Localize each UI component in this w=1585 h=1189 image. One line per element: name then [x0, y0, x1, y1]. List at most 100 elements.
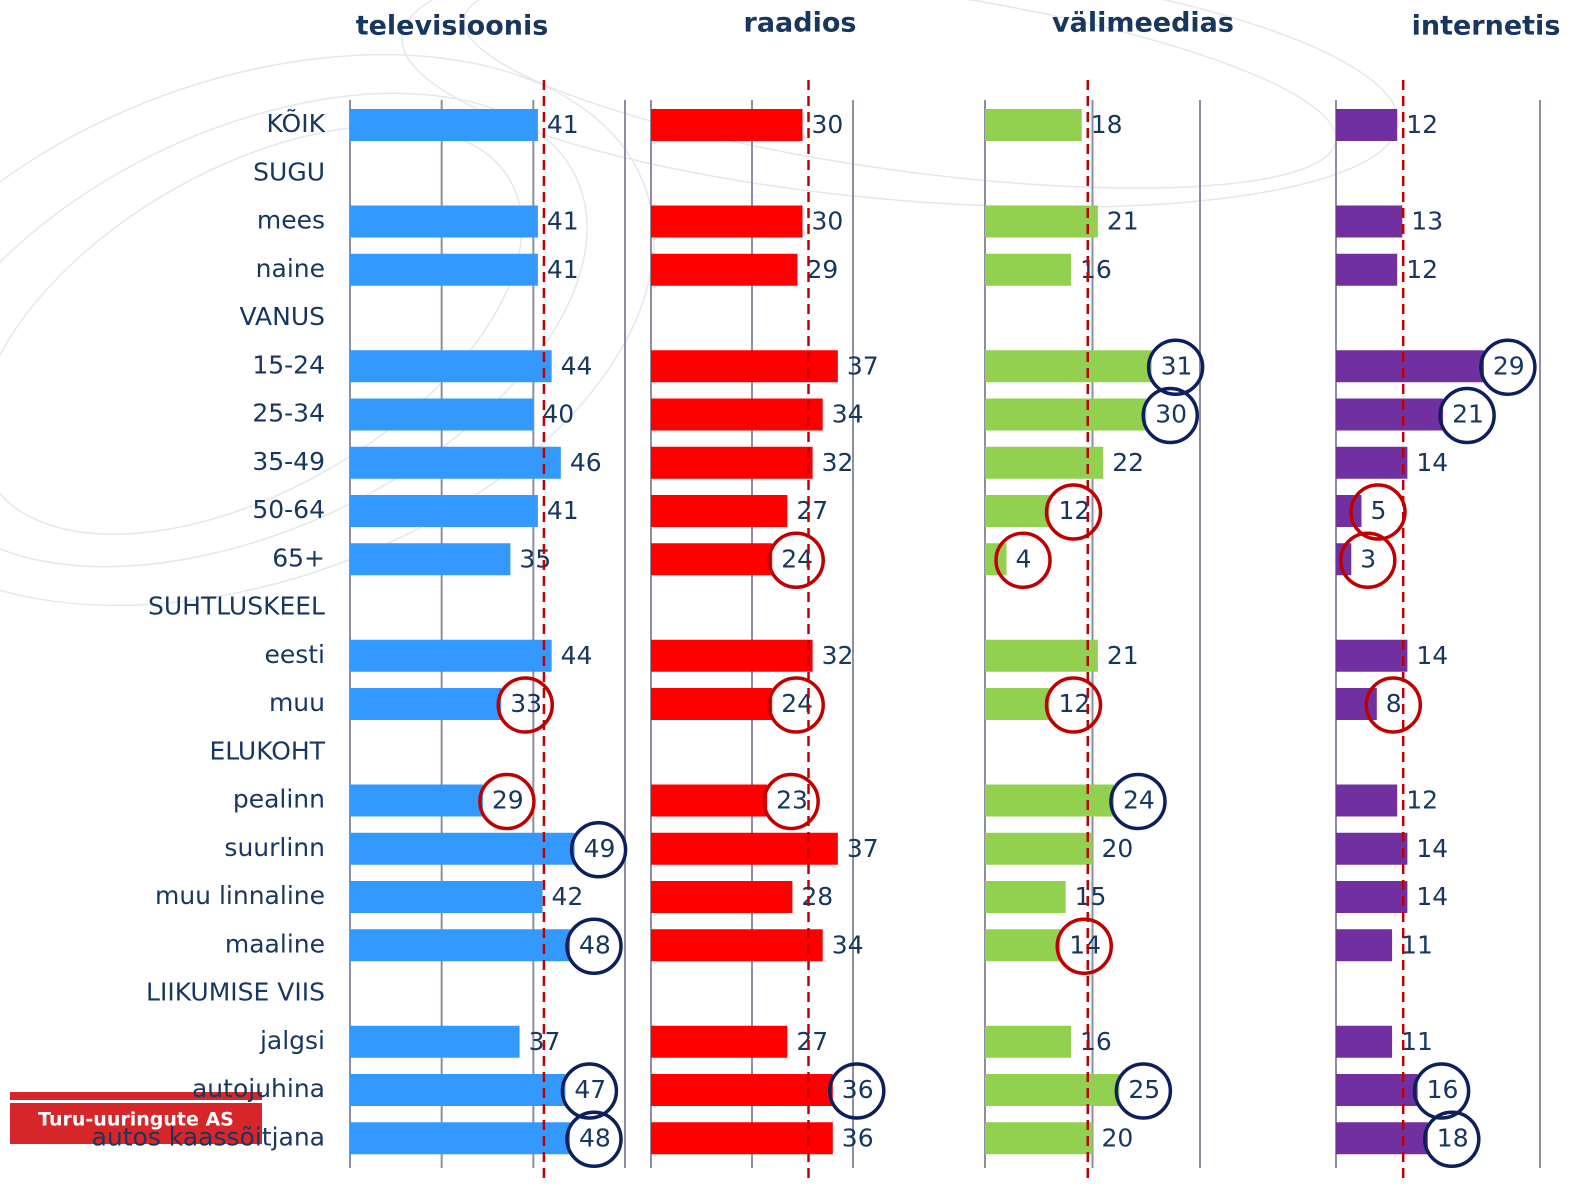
- value-label: 32: [822, 641, 854, 670]
- value-label: 21: [1452, 400, 1484, 429]
- category-label: 50-64: [252, 495, 325, 524]
- value-label: 29: [492, 786, 524, 815]
- value-label: 41: [547, 110, 579, 139]
- value-label: 21: [1107, 207, 1139, 236]
- bar: [1336, 784, 1398, 817]
- value-label: 20: [1102, 834, 1134, 863]
- value-label: 37: [847, 351, 879, 380]
- bar: [1336, 1122, 1428, 1155]
- bar: [1336, 205, 1403, 238]
- value-label: 15: [1075, 882, 1107, 911]
- bar: [1336, 881, 1408, 913]
- value-label: 44: [561, 641, 593, 670]
- bar: [350, 784, 483, 817]
- bar: [651, 929, 823, 962]
- bar: [350, 109, 538, 141]
- category-label: maaline: [225, 929, 325, 958]
- category-label: 35-49: [252, 447, 325, 476]
- category-label: naine: [256, 254, 325, 283]
- value-label: 33: [510, 689, 542, 718]
- value-label: 14: [1416, 641, 1448, 670]
- value-label: 28: [801, 882, 833, 911]
- value-label: 41: [547, 255, 579, 284]
- value-label: 18: [1437, 1123, 1469, 1152]
- value-label: 14: [1416, 834, 1448, 863]
- bar: [985, 253, 1071, 286]
- value-label: 11: [1401, 1027, 1433, 1056]
- bar: [985, 688, 1050, 720]
- bar: [350, 543, 511, 576]
- panel-title: televisioonis: [356, 11, 549, 42]
- value-label: 49: [584, 834, 616, 863]
- logo-text: Turu-uuringute AS: [38, 1109, 234, 1131]
- bar: [350, 1122, 570, 1155]
- value-label: 14: [1416, 448, 1448, 477]
- category-label: LIIKUMISE VIIS: [146, 978, 325, 1007]
- category-label: SUHTLUSKEEL: [148, 592, 325, 621]
- highlight-circle: [1146, 338, 1205, 396]
- bar: [350, 350, 552, 383]
- bar: [651, 543, 773, 576]
- bar: [350, 205, 538, 238]
- bar: [1336, 543, 1352, 576]
- value-label: 36: [842, 1075, 874, 1104]
- value-label: 46: [570, 448, 602, 477]
- panel-title: välimeedias: [1052, 8, 1234, 39]
- bar: [350, 881, 543, 913]
- value-label: 36: [842, 1123, 874, 1152]
- bar: [1336, 446, 1408, 479]
- category-label: VANUS: [240, 302, 325, 331]
- highlight-circle: [1412, 1062, 1471, 1120]
- bar: [350, 495, 538, 527]
- bar: [651, 398, 823, 431]
- value-label: 30: [812, 110, 844, 139]
- value-label: 12: [1059, 689, 1091, 718]
- category-label: 25-34: [252, 399, 325, 428]
- bar: [1336, 1074, 1418, 1106]
- bar: [985, 832, 1093, 865]
- category-label: KÕIK: [267, 108, 326, 138]
- highlight-circle: [1055, 917, 1113, 975]
- bar: [985, 1025, 1071, 1058]
- bar: [985, 446, 1104, 479]
- value-label: 14: [1416, 882, 1448, 911]
- category-label: 65+: [272, 543, 325, 572]
- bar: [985, 350, 1152, 383]
- value-label: 22: [1112, 448, 1144, 477]
- value-label: 16: [1427, 1075, 1459, 1104]
- value-label: 37: [847, 834, 879, 863]
- bar: [1336, 253, 1398, 286]
- bar: [1336, 929, 1393, 962]
- value-label: 21: [1107, 641, 1139, 670]
- bar: [651, 1122, 833, 1155]
- bar: [985, 109, 1082, 141]
- value-label: 12: [1059, 496, 1091, 525]
- value-label: 14: [1069, 930, 1101, 959]
- category-label: muu: [269, 688, 325, 717]
- highlight-circle: [767, 531, 825, 589]
- bar: [651, 205, 803, 238]
- highlight-circle: [1438, 386, 1496, 445]
- value-label: 8: [1386, 689, 1402, 718]
- value-label: 3: [1360, 544, 1376, 573]
- value-label: 12: [1406, 110, 1438, 139]
- category-label: autos kaassõitjana: [92, 1122, 325, 1151]
- value-label: 42: [552, 882, 584, 911]
- category-label: suurlinn: [224, 833, 325, 862]
- bar: [651, 350, 838, 383]
- bar: [350, 1025, 520, 1058]
- value-label: 41: [547, 207, 579, 236]
- bar: [1336, 832, 1408, 865]
- value-label: 20: [1102, 1123, 1134, 1152]
- value-label: 48: [579, 930, 611, 959]
- highlight-circle: [478, 772, 536, 831]
- value-label: 24: [1123, 786, 1155, 815]
- value-label: 48: [579, 1123, 611, 1152]
- category-label: eesti: [264, 640, 325, 669]
- highlight-circle: [1114, 1062, 1173, 1120]
- bar: [350, 253, 538, 286]
- highlight-circle: [762, 772, 820, 831]
- bar: [985, 1074, 1120, 1106]
- highlight-circle: [1141, 386, 1199, 445]
